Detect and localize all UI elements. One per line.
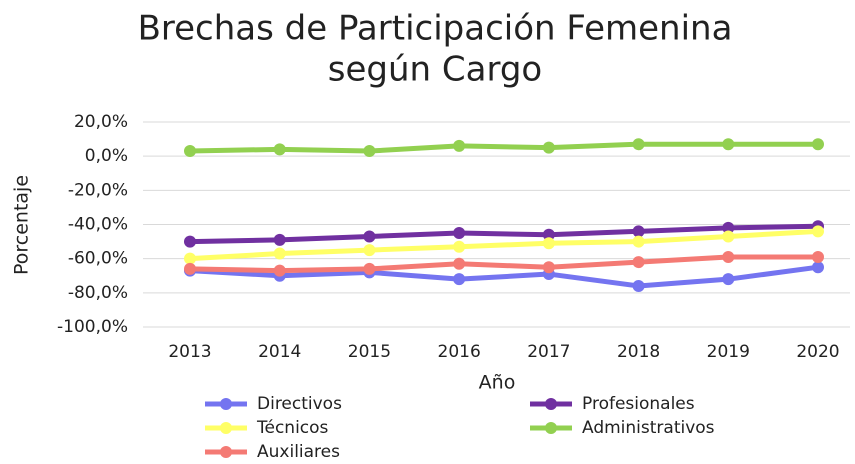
- y-tick-label: -100,0%: [57, 317, 128, 337]
- data-point: [812, 138, 824, 151]
- data-point: [363, 230, 376, 243]
- data-point: [184, 252, 196, 265]
- data-point: [722, 138, 735, 151]
- data-point: [632, 225, 645, 238]
- data-point: [812, 250, 824, 263]
- legend-marker: [545, 398, 557, 410]
- data-point: [273, 233, 286, 246]
- data-point: [632, 280, 645, 292]
- data-point: [363, 145, 376, 158]
- x-axis-title: Año: [479, 372, 516, 394]
- data-point: [453, 273, 466, 286]
- x-tick-label: 2019: [707, 342, 750, 362]
- data-point: [542, 228, 555, 241]
- data-point: [363, 244, 376, 257]
- chart-title: Brechas de Participación Femenina: [138, 9, 733, 49]
- legend-label: Auxiliares: [257, 442, 340, 462]
- data-point: [363, 262, 376, 275]
- y-tick-label: -40,0%: [68, 215, 128, 235]
- x-tick-label: 2020: [796, 342, 839, 362]
- chart-title: según Cargo: [328, 50, 542, 90]
- data-point: [184, 262, 196, 275]
- data-point: [722, 250, 735, 263]
- legend-label: Técnicos: [256, 418, 329, 438]
- data-point: [184, 235, 196, 248]
- data-point: [453, 240, 466, 253]
- legend-label: Directivos: [257, 394, 342, 414]
- y-tick-label: 0,0%: [85, 146, 128, 166]
- data-point: [453, 139, 466, 152]
- y-tick-label: 20,0%: [74, 112, 128, 132]
- data-point: [632, 138, 645, 151]
- data-point: [542, 141, 555, 154]
- data-point: [273, 143, 286, 156]
- x-tick-label: 2013: [168, 342, 211, 362]
- data-point: [722, 221, 735, 234]
- data-point: [453, 257, 466, 270]
- series-line: [189, 264, 819, 289]
- legend-label: Profesionales: [582, 394, 695, 414]
- data-point: [273, 247, 286, 260]
- series-line: [189, 141, 818, 154]
- x-tick-label: 2014: [258, 342, 301, 362]
- series-line: [189, 223, 819, 245]
- y-tick-label: -20,0%: [68, 180, 128, 200]
- x-tick-label: 2017: [527, 342, 570, 362]
- data-point: [812, 261, 824, 274]
- series-line: [189, 228, 819, 262]
- x-tick-label: 2016: [438, 342, 481, 362]
- x-tick-label: 2015: [348, 342, 391, 362]
- legend-label: Administrativos: [582, 418, 715, 438]
- data-point: [812, 225, 824, 238]
- data-point: [453, 227, 466, 240]
- data-point: [542, 261, 555, 274]
- series-line: [189, 254, 818, 274]
- legend-marker: [545, 422, 557, 434]
- y-tick-label: -80,0%: [68, 283, 128, 303]
- data-point: [632, 235, 645, 248]
- data-point: [184, 145, 196, 158]
- legend-marker: [220, 398, 232, 410]
- data-point: [632, 256, 645, 269]
- x-tick-label: 2018: [617, 342, 660, 362]
- data-point: [542, 237, 555, 250]
- data-point: [722, 230, 735, 243]
- legend-marker: [220, 446, 232, 458]
- y-axis-title: Porcentaje: [11, 175, 33, 275]
- legend-marker: [220, 422, 232, 434]
- data-point: [722, 273, 735, 286]
- y-tick-label: -60,0%: [68, 249, 128, 269]
- data-point: [273, 264, 286, 277]
